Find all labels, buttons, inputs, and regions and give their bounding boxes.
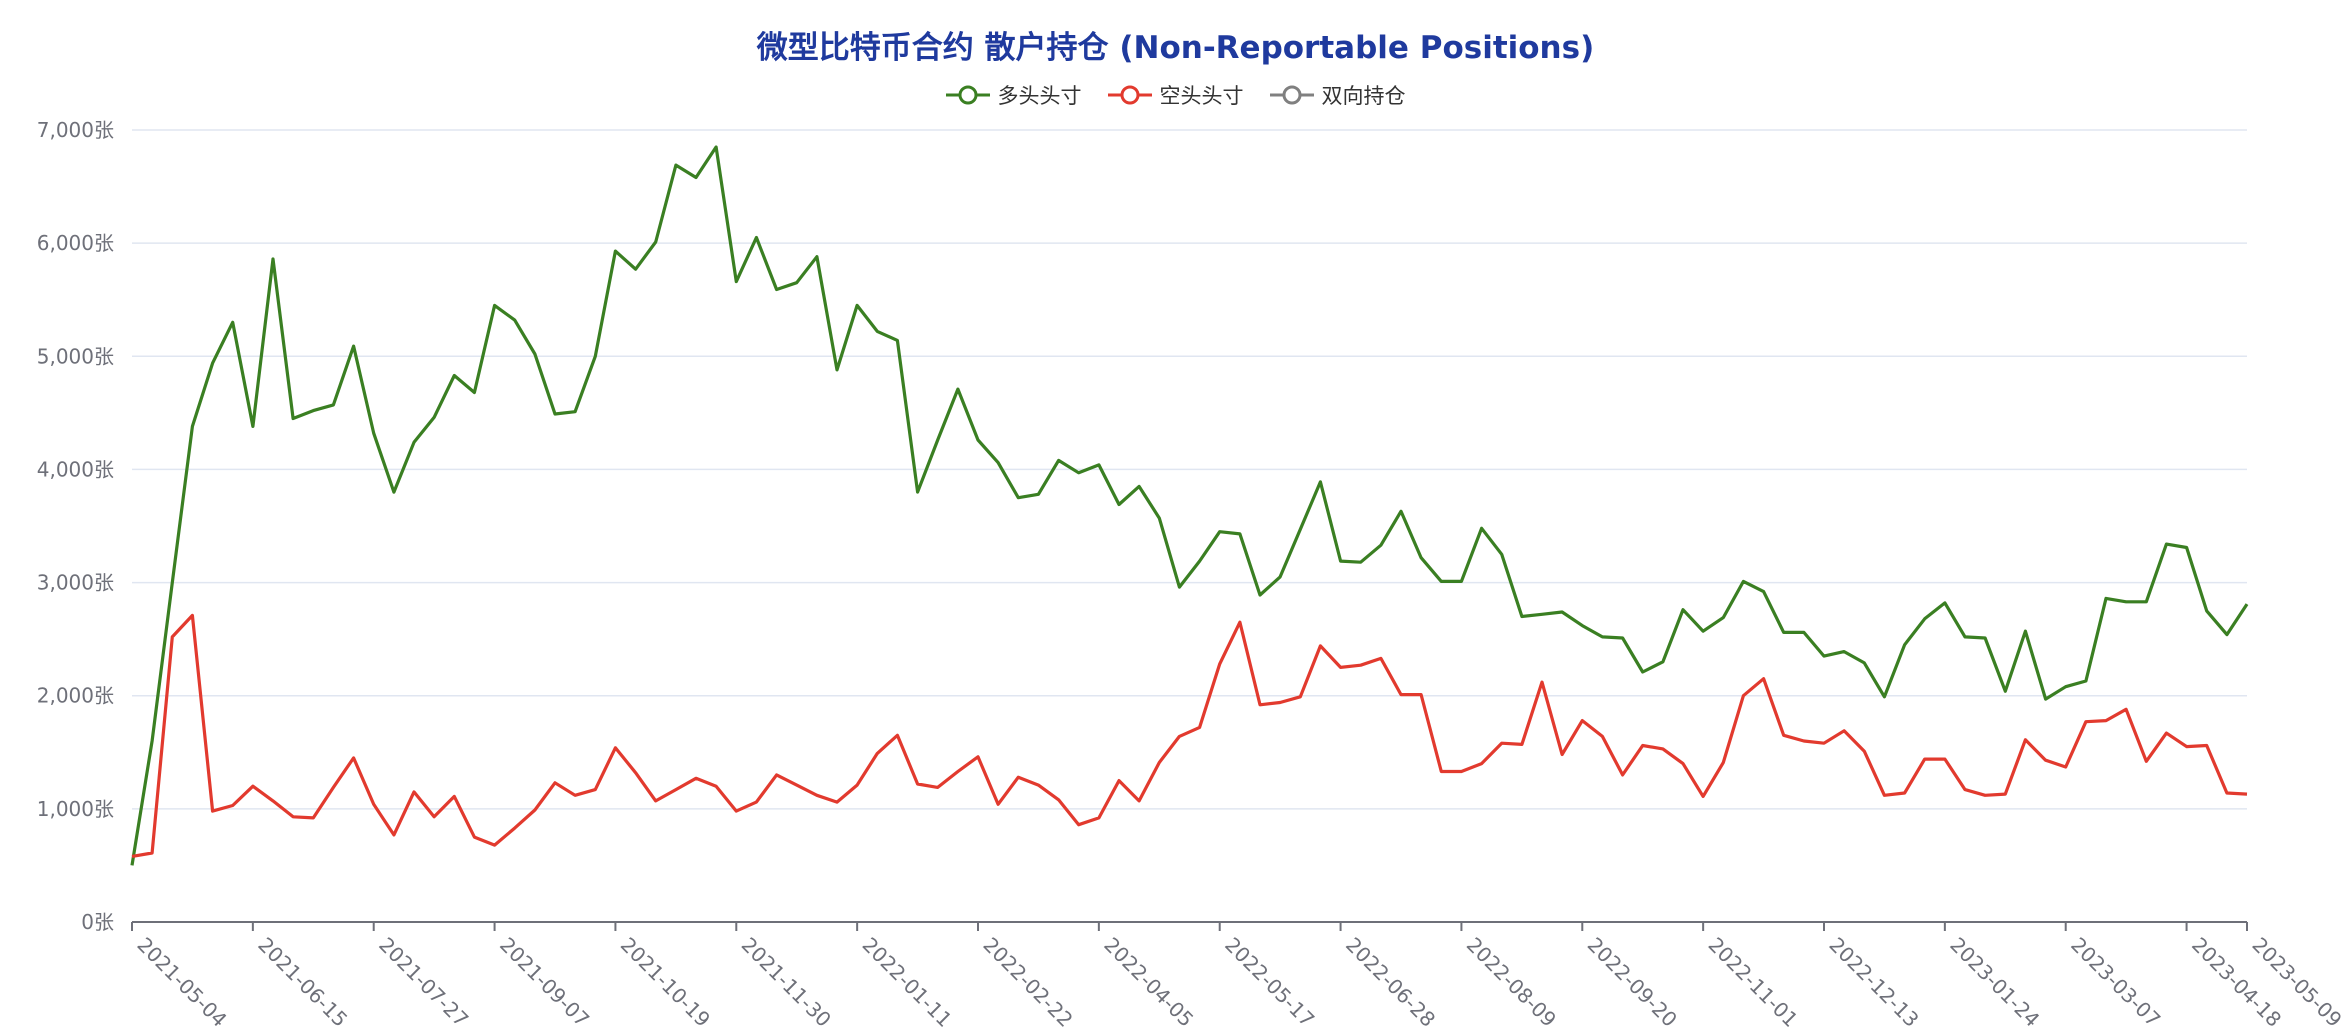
legend: 多头头寸 空头头寸 双向持仓 (0, 80, 2351, 110)
axis-layer: 0张 1,000张 2,000张 3,000张 4,000张 5,000张 6,000张 7,… (37, 118, 2347, 1032)
x-tick-label: 2022-09-20 (1583, 933, 1682, 1032)
y-tick-label: 6,000张 (37, 231, 114, 255)
x-tick-label: 2021-11-30 (737, 933, 836, 1032)
legend-item-long[interactable]: 多头头寸 (945, 80, 1082, 110)
legend-swatch-circle (1282, 85, 1301, 105)
x-tick-label: 2023-01-24 (1945, 933, 2044, 1032)
x-tick-label: 2022-06-28 (1341, 933, 1440, 1032)
legend-item-spread[interactable]: 双向持仓 (1269, 80, 1406, 110)
x-tick-label: 2021-09-07 (495, 933, 594, 1032)
x-tick-label: 2022-12-13 (1824, 933, 1923, 1032)
y-tick-label: 3,000张 (37, 571, 114, 595)
y-tick-label: 5,000张 (37, 344, 114, 368)
x-tick-label: 2022-04-05 (1099, 933, 1198, 1032)
x-tick-label: 2022-05-17 (1220, 933, 1319, 1032)
grid-layer (132, 129, 2247, 810)
x-tick-label: 2022-11-01 (1704, 933, 1803, 1032)
x-tick-label: 2021-05-04 (132, 933, 231, 1032)
y-tick-label: 4,000张 (37, 457, 114, 481)
legend-swatch-short (1107, 85, 1152, 105)
legend-item-short[interactable]: 空头头寸 (1107, 80, 1244, 110)
series-layer (130, 145, 2249, 866)
x-tick-label: 2022-02-22 (978, 933, 1077, 1032)
legend-swatch-spread (1269, 85, 1314, 105)
x-tick-label: 2022-08-09 (1462, 933, 1561, 1032)
y-tick-label: 7,000张 (37, 118, 114, 142)
x-tick-label: 2022-01-11 (858, 933, 957, 1032)
legend-swatch-circle (1120, 85, 1139, 105)
x-tick-label: 2023-03-07 (2066, 933, 2165, 1032)
series-line-short[interactable] (131, 613, 2248, 858)
legend-label-short: 空头头寸 (1159, 84, 1244, 108)
y-tick-label: 2,000张 (37, 684, 114, 708)
y-tick-label: 0张 (81, 910, 114, 934)
x-tick-label: 2021-07-27 (374, 933, 473, 1032)
chart-title: 微型比特币合约 散户持仓 (Non-Reportable Positions) (756, 30, 1595, 66)
x-tick-label: 2021-10-19 (616, 933, 715, 1032)
legend-swatch-circle (958, 85, 977, 105)
legend-swatch-long (945, 85, 990, 105)
series-line-long[interactable] (130, 145, 2249, 866)
y-tick-label: 1,000张 (37, 797, 114, 821)
legend-label-spread: 双向持仓 (1321, 84, 1406, 108)
x-tick-label: 2021-06-15 (253, 933, 352, 1032)
legend-label-long: 多头头寸 (997, 84, 1082, 108)
